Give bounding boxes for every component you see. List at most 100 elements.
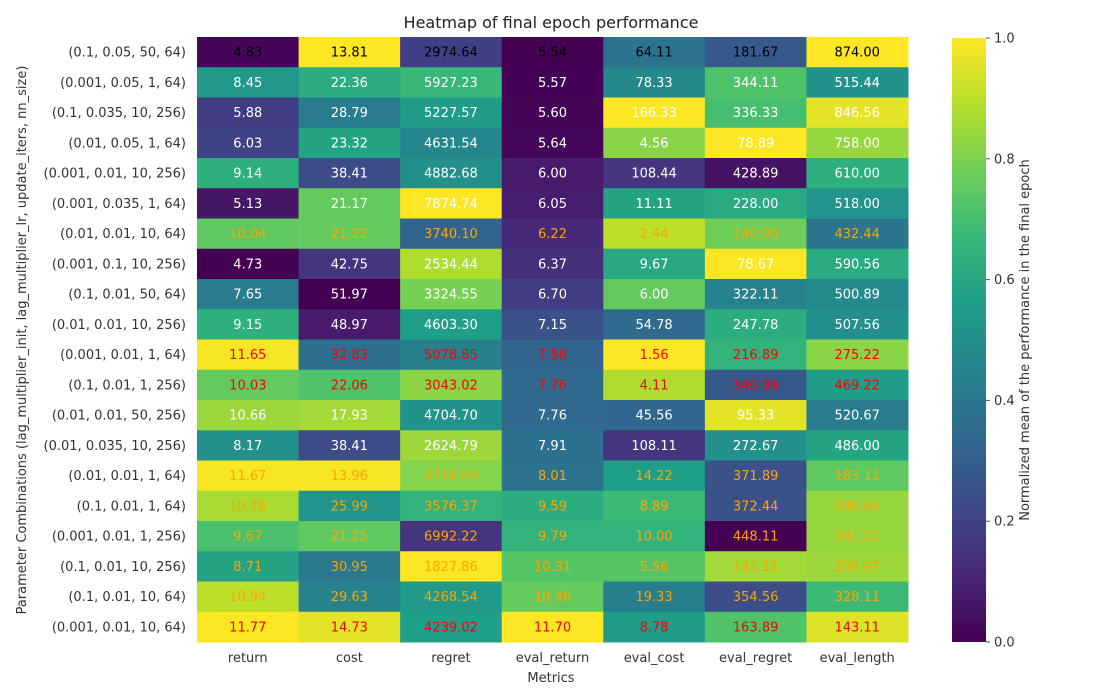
heatmap-cell: [298, 611, 401, 643]
cell-value-label: 6.00: [640, 288, 669, 303]
heatmap-cell: [501, 309, 604, 340]
cell-value-label: 5.60: [538, 106, 567, 121]
cell-value-label: 272.67: [733, 439, 779, 454]
cell-value-label: 11.70: [534, 620, 571, 635]
cell-value-label: 14.22: [635, 469, 672, 484]
heatmap-cell: [501, 37, 604, 68]
heatmap-cell: [197, 158, 300, 189]
cell-value-label: 38.41: [331, 167, 368, 182]
heatmap-cell: [704, 248, 807, 280]
heatmap-cell: [704, 279, 807, 310]
cell-value-label: 9.67: [233, 530, 262, 545]
heatmap-cell: [298, 218, 401, 250]
cell-value-label: 29.63: [331, 590, 368, 605]
heatmap-cell: [400, 309, 503, 340]
heatmap-cell: [197, 551, 300, 582]
cell-value-label: 6.00: [538, 167, 567, 182]
cell-value-label: 5.57: [538, 76, 567, 91]
y-tick-label: (0.001, 0.1, 10, 256): [52, 257, 186, 272]
cell-value-label: 2974.64: [424, 46, 478, 61]
heatmap-cells: 4.83 13.81 2974.64 5.54 64.11 181.67 874.00 8.4…: [197, 37, 909, 643]
cell-value-label: 13.96: [331, 469, 368, 484]
heatmap-cell: [806, 460, 909, 492]
heatmap-cell: [400, 430, 503, 461]
heatmap-cell: [806, 37, 909, 68]
heatmap-cell: [603, 369, 706, 401]
cell-value-label: 275.22: [834, 348, 880, 363]
y-axis-label: Parameter Combinations (lag_multiplier_i…: [15, 66, 30, 615]
cell-value-label: 7874.74: [424, 197, 478, 212]
heatmap-cell: [806, 67, 909, 98]
heatmap-cell: [501, 67, 604, 98]
heatmap-cell: [197, 218, 300, 250]
cell-value-label: 520.67: [834, 409, 880, 424]
cell-value-label: 7.76: [538, 409, 567, 424]
cell-value-label: 354.56: [733, 590, 779, 605]
heatmap-cell: [197, 339, 300, 371]
heatmap-cell: [400, 158, 503, 189]
cell-value-label: 7.91: [538, 439, 567, 454]
colorbar-tick-label: 0.0: [994, 636, 1015, 651]
cell-value-label: 247.78: [733, 318, 779, 333]
cell-value-label: 10.78: [229, 499, 266, 514]
heatmap-cell: [197, 67, 300, 98]
cell-value-label: 11.11: [635, 197, 672, 212]
heatmap-cell: [400, 521, 503, 552]
heatmap-cell: [704, 309, 807, 340]
cell-value-label: 22.36: [331, 76, 368, 91]
cell-value-label: 25.99: [331, 499, 368, 514]
cell-value-label: 228.00: [733, 197, 779, 212]
heatmap-cell: [704, 430, 807, 461]
cell-value-label: 30.95: [331, 560, 368, 575]
cell-value-label: 183.11: [834, 469, 880, 484]
heatmap-cell: [298, 309, 401, 340]
cell-value-label: 17.93: [331, 409, 368, 424]
heatmap-cell: [806, 611, 909, 643]
colorbar-tick-label: 0.2: [994, 515, 1015, 530]
cell-value-label: 4.56: [640, 136, 669, 151]
heatmap-cell: [501, 279, 604, 310]
heatmap-cell: [400, 218, 503, 250]
heatmap-cell: [197, 188, 300, 219]
cell-value-label: 4631.54: [424, 136, 478, 151]
heatmap-cell: [501, 248, 604, 280]
cell-value-label: 2534.44: [424, 257, 478, 272]
cell-value-label: 6.05: [538, 197, 567, 212]
cell-value-label: 11.67: [229, 469, 266, 484]
colorbar-gradient: [952, 38, 986, 642]
heatmap-cell: [501, 551, 604, 582]
x-tick-label: cost: [336, 651, 363, 666]
heatmap-cell: [603, 218, 706, 250]
heatmap-cell: [806, 551, 909, 582]
cell-value-label: 42.75: [331, 257, 368, 272]
chart-title: Heatmap of final epoch performance: [404, 13, 699, 32]
cell-value-label: 4239.02: [424, 620, 478, 635]
cell-value-label: 371.89: [733, 469, 779, 484]
cell-value-label: 6.37: [538, 257, 567, 272]
cell-value-label: 4603.30: [424, 318, 478, 333]
heatmap-cell: [501, 127, 604, 159]
heatmap-cell: [501, 339, 604, 371]
heatmap-cell: [806, 430, 909, 461]
heatmap-cell: [704, 67, 807, 98]
x-tick-label: eval_cost: [624, 651, 685, 666]
cell-value-label: 469.22: [834, 378, 880, 393]
heatmap-cell: [298, 158, 401, 189]
cell-value-label: 610.00: [834, 167, 880, 182]
heatmap-cell: [400, 67, 503, 98]
heatmap-cell: [298, 460, 401, 492]
heatmap-cell: [298, 369, 401, 401]
heatmap-cell: [806, 127, 909, 159]
cell-value-label: 166.33: [631, 106, 677, 121]
cell-value-label: 4882.68: [424, 167, 478, 182]
cell-value-label: 10.00: [635, 530, 672, 545]
cell-value-label: 4268.54: [424, 590, 478, 605]
colorbar-tick-label: 0.4: [994, 394, 1015, 409]
x-axis-label: Metrics: [527, 671, 574, 686]
heatmap-cell: [298, 551, 401, 582]
heatmap-cell: [501, 369, 604, 401]
cell-value-label: 846.56: [834, 106, 880, 121]
heatmap-cell: [704, 521, 807, 552]
cell-value-label: 5927.23: [424, 76, 478, 91]
cell-value-label: 8.78: [640, 620, 669, 635]
